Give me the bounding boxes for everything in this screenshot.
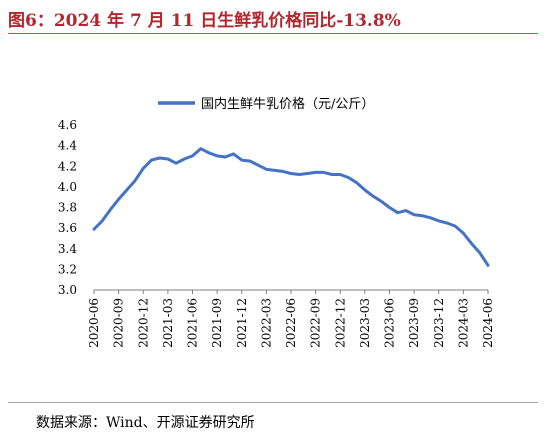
y-tick-label: 4.6 [58, 118, 77, 132]
y-tick-label: 3.4 [58, 242, 77, 256]
x-tick-label: 2020-09 [112, 298, 126, 348]
y-tick-label: 4.4 [58, 139, 77, 153]
x-tick-label: 2024-06 [481, 298, 495, 348]
x-axis: 2020-06 2020-09 2020-12 2021-03 2021-06 2021-… [87, 289, 495, 348]
x-tick-label: 2021-09 [210, 298, 224, 348]
title-divider [8, 33, 538, 34]
source-note: 数据来源：Wind、开源证券研究所 [36, 415, 255, 431]
y-axis: 4.6 4.4 4.2 4.0 3.8 3.6 3.4 3.2 3.0 [58, 118, 77, 297]
series-line-milk-price [92, 147, 490, 267]
x-tick-label: 2022-12 [333, 298, 347, 348]
x-tick-label: 2021-12 [235, 298, 249, 348]
x-tick-label: 2023-12 [432, 298, 446, 348]
source-divider [8, 402, 538, 403]
y-tick-label: 4.0 [58, 180, 77, 194]
x-tick-label: 2021-03 [161, 298, 175, 348]
x-tick-label: 2023-09 [407, 298, 421, 348]
x-tick-label: 2022-09 [309, 298, 323, 348]
y-tick-label: 3.0 [58, 283, 77, 297]
x-tick-label: 2024-03 [456, 298, 470, 348]
y-tick-label: 3.2 [58, 262, 77, 276]
x-tick-label: 2022-03 [259, 298, 273, 348]
x-tick-label: 2022-06 [284, 298, 298, 348]
y-tick-label: 3.8 [58, 201, 77, 215]
x-tick-label: 2020-12 [136, 298, 150, 348]
y-tick-label: 4.2 [58, 159, 77, 173]
x-tick-label: 2021-06 [186, 298, 200, 348]
x-tick-label: 2023-03 [358, 298, 372, 348]
y-tick-label: 3.6 [58, 221, 77, 235]
chart-legend: 国内生鲜牛乳价格（元/公斤） [158, 96, 374, 112]
x-tick-label: 2023-06 [383, 298, 397, 348]
figure-title: 图6：2024 年 7 月 11 日生鲜乳价格同比-13.8% [8, 11, 401, 31]
x-tick-label: 2020-06 [87, 298, 101, 348]
legend-label: 国内生鲜牛乳价格（元/公斤） [201, 96, 374, 112]
plot-area [92, 147, 490, 267]
